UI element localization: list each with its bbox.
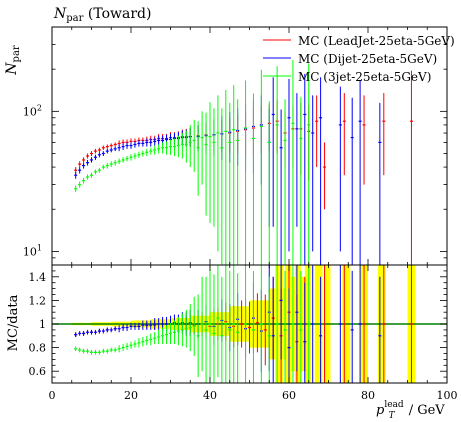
main-panel-data <box>74 60 413 265</box>
ylabel-sub: par <box>11 45 22 62</box>
legend-label-dijet: MC (Dijet-25eta-5GeV) <box>298 52 437 66</box>
legend: MC (LeadJet-25eta-5GeV) MC (Dijet-25eta-… <box>263 34 455 84</box>
x-tick-label: 40 <box>203 389 217 402</box>
xlabel-sup: lead <box>384 400 404 410</box>
x-tick-label: 60 <box>282 389 296 402</box>
axis-ticks <box>51 26 448 383</box>
title-tail: (Toward) <box>83 6 151 22</box>
y-main-tick-label: 101 <box>23 243 42 258</box>
ratio-data-band <box>52 265 447 383</box>
y-ratio-tick-label: 0.6 <box>29 365 47 378</box>
y-main-tick-label: 102 <box>23 103 42 118</box>
xlabel-unit: / GeV <box>409 403 446 418</box>
title-sub: par <box>66 13 83 24</box>
x-tick-label: 20 <box>124 389 138 402</box>
legend-label-leadjet: MC (LeadJet-25eta-5GeV) <box>298 34 455 48</box>
ylabel-main: N <box>4 62 20 76</box>
x-axis-label: plead T / GeV <box>376 400 445 421</box>
y-ratio-tick-label: 1.2 <box>29 294 47 307</box>
ratio-y-axis-label: MC/data <box>6 294 21 351</box>
chart-title: Npar (Toward) <box>53 6 151 24</box>
xlabel-sub: T <box>389 411 396 421</box>
x-tick-label: 100 <box>437 389 458 402</box>
x-tick-label: 80 <box>361 389 375 402</box>
legend-label-3jet: MC (3jet-25eta-5GeV) <box>298 70 431 84</box>
title-main: N <box>53 6 67 22</box>
y-main-tick-exp: 1 <box>37 243 42 252</box>
y-axis-label: Npar <box>4 45 22 76</box>
y-main-tick-base: 10 <box>23 245 37 258</box>
x-tick-label: 0 <box>49 389 56 402</box>
ratio-panel-data <box>74 265 413 383</box>
xlabel-main: p <box>376 403 385 418</box>
y-ratio-tick-label: 1.4 <box>29 271 47 284</box>
y-ratio-tick-label: 0.8 <box>29 342 47 355</box>
y-main-tick-base: 10 <box>23 105 37 118</box>
y-main-tick-exp: 2 <box>37 103 42 112</box>
y-ratio-tick-label: 1 <box>39 318 46 331</box>
